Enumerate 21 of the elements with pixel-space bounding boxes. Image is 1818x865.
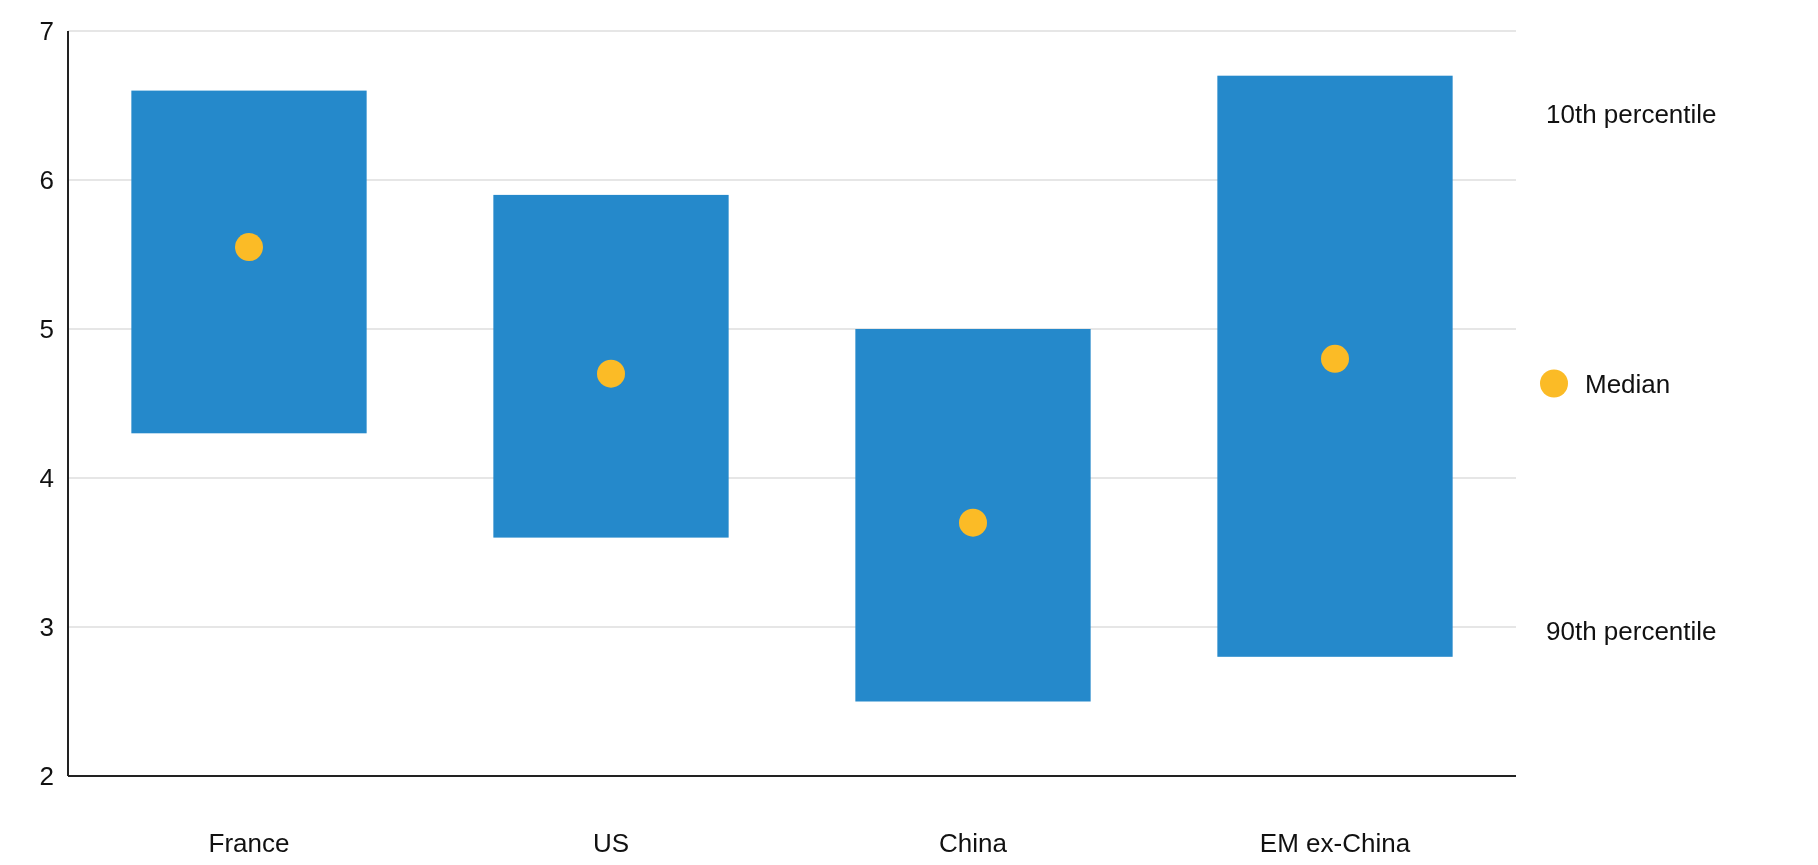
x-tick-label: US	[592, 828, 630, 858]
y-tick-label: 2	[39, 761, 54, 792]
point	[235, 233, 263, 262]
y-tick-label: 5	[39, 314, 54, 345]
y-tick-label: 3	[39, 612, 54, 643]
y-tick-label: 4	[39, 463, 54, 494]
x-tick-label: France	[208, 828, 290, 858]
bar	[855, 329, 1091, 702]
y-tick-label: 7	[39, 16, 54, 47]
y-tick-label: 6	[39, 165, 54, 196]
bar	[131, 90, 367, 434]
point	[597, 359, 625, 388]
point	[959, 508, 987, 537]
x-tick-label: EM ex-China	[1259, 828, 1411, 858]
bar	[493, 194, 729, 538]
text: 90th percentile	[1546, 616, 1717, 647]
point	[1321, 344, 1349, 373]
bar	[1217, 75, 1453, 657]
x-tick-label: China	[939, 828, 1008, 858]
text: 10th percentile	[1546, 99, 1717, 130]
legend-label: Median	[1585, 368, 1671, 399]
